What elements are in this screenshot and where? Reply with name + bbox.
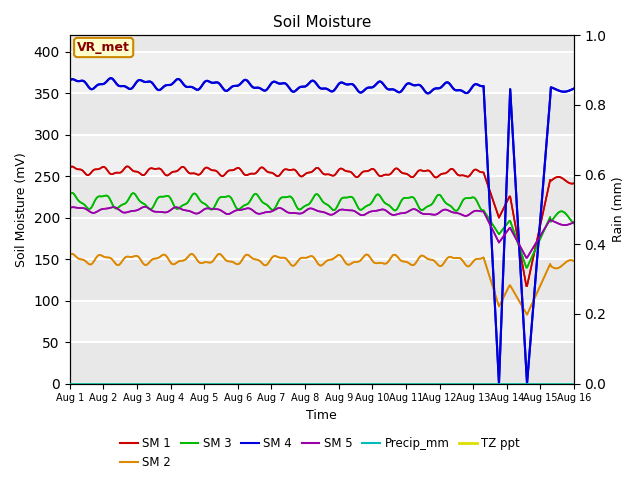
Bar	[70, 300, 574, 342]
Bar	[70, 259, 574, 300]
Bar	[70, 135, 574, 176]
Bar	[70, 218, 574, 259]
Bar	[70, 342, 574, 384]
Legend: SM 1, SM 2, SM 3, SM 4, SM 5, Precip_mm, TZ ppt: SM 1, SM 2, SM 3, SM 4, SM 5, Precip_mm,…	[115, 433, 525, 474]
Title: Soil Moisture: Soil Moisture	[273, 15, 371, 30]
X-axis label: Time: Time	[307, 409, 337, 422]
Bar	[70, 94, 574, 135]
Y-axis label: Soil Moisture (mV): Soil Moisture (mV)	[15, 152, 28, 267]
Bar	[70, 176, 574, 218]
Text: VR_met: VR_met	[77, 41, 130, 54]
Y-axis label: Rain (mm): Rain (mm)	[612, 177, 625, 242]
Bar	[70, 52, 574, 94]
